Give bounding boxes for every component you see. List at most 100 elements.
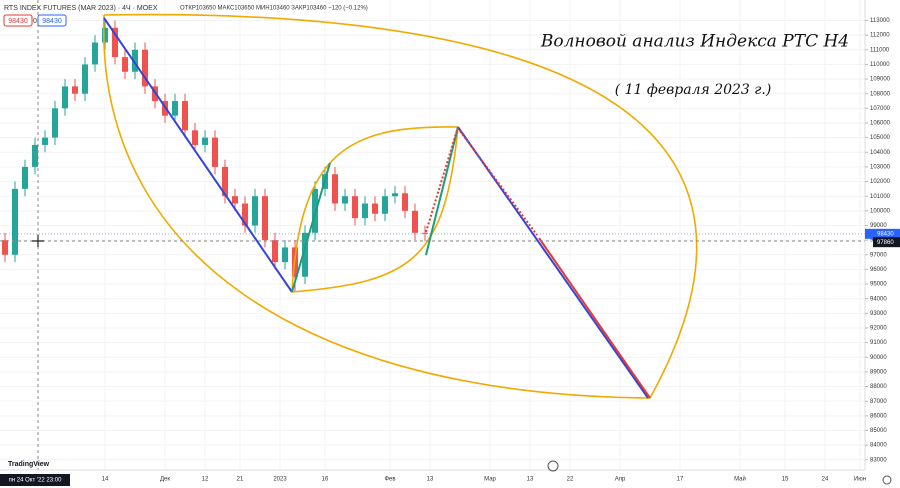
time-axis[interactable] [0,470,865,488]
wave-line [103,17,293,293]
candle-body [2,240,8,255]
y-tick-label: 100000 [870,208,891,214]
wave-line [425,126,459,256]
candle-body [192,130,198,145]
brand: TradingView [8,461,50,468]
candle-body [412,210,418,233]
candle-body [252,196,258,226]
x-tick-label: Апр [615,477,626,483]
y-tick-label: 90000 [870,355,887,361]
candle-body [142,49,148,87]
y-tick-label: 102000 [870,179,891,185]
candle-body [102,27,108,43]
candle-body [282,247,288,263]
x-tick-label: Мар [484,477,496,483]
y-tick-label: 91000 [870,340,887,346]
y-tick-label: 104000 [870,150,891,156]
spread: 0 [33,18,37,25]
x-tick-label: 22 [567,477,574,483]
x-tick-label: Фев [384,477,395,483]
x-tick-label: Июн [854,477,866,483]
last-price-label: 98430 [877,231,894,237]
annotation-date: ( 11 февраля 2023 г.) [615,82,772,98]
settings-button[interactable] [882,475,892,485]
y-tick-label: 85000 [870,428,887,434]
y-tick-label: 96000 [870,267,887,273]
wave-line [457,126,649,399]
y-tick-label: 86000 [870,413,887,419]
x-tick-label: 13 [427,477,434,483]
y-tick-label: 101000 [870,194,891,200]
crosshair-cursor [32,235,44,247]
x-tick-label: Май [734,476,746,483]
candle-body [132,49,138,72]
candle-body [402,193,408,211]
candle-body [332,174,338,204]
candle-body [392,193,398,197]
candle-body [382,196,388,214]
candle-body [22,166,28,189]
candle-body [42,137,48,145]
ask: 98430 [42,18,62,25]
cursor-price-box [873,237,900,248]
y-tick-label: 97000 [870,252,887,258]
x-tick-label: 24 [822,477,829,483]
y-tick-label: 87000 [870,399,887,405]
y-tick-label: 108000 [870,91,891,97]
y-tick-label: 113000 [870,18,890,24]
projection-line [459,130,538,236]
candle-body [72,86,78,94]
candle-body [172,101,178,116]
candle-body [302,232,308,277]
candle-body [122,57,128,72]
wave-line [291,162,331,293]
candle-body [342,196,348,204]
x-tick-label: 13 [527,477,534,483]
outer-arc-top [103,13,698,399]
y-tick-label: 89000 [870,369,887,375]
candle-body [212,137,218,167]
y-tick-label: 107000 [870,106,891,112]
candle-body [32,144,38,167]
annotation-title: Волновой анализ Индекса РТС Н4 [540,32,849,52]
y-tick-label: 88000 [870,384,887,390]
candle-body [82,64,88,94]
ohlc-line: ОТКР103650 МАКС103650 МИН103460 ЗАКР1034… [180,6,368,12]
cursor-price-label: 97860 [877,240,894,246]
candle-body [242,203,248,226]
bid: 98430 [8,18,28,25]
projection-line [538,237,651,399]
x-tick-label: 17 [677,477,684,483]
y-tick-label: 92000 [870,326,887,332]
y-tick-label: 105000 [870,135,891,141]
x-tick-label: 14 [102,477,109,483]
candle-body [12,188,18,255]
x-tick-label: Дек [160,477,170,483]
y-tick-label: 94000 [870,296,887,302]
last-price-box [865,228,900,239]
y-tick-label: 84000 [870,443,887,449]
buy-box[interactable] [37,14,67,27]
candle-body [222,166,228,197]
candle-body [372,203,378,214]
y-tick-label: 93000 [870,311,887,317]
y-tick-label: 106000 [870,121,891,127]
crosshair-time: пн 24 Окт '22 23:00 [9,478,63,484]
y-tick-label: 95000 [870,282,887,288]
candle-body [112,27,118,58]
candle-body [62,86,68,109]
outer-arc-bottom [103,14,651,399]
candle-body [272,240,278,263]
scroll-button[interactable] [547,460,559,472]
y-tick-label: 103000 [870,164,891,170]
candle-body [182,101,188,131]
y-tick-label: 112000 [870,33,890,39]
candle-body [52,108,58,138]
candle-body [362,203,368,219]
candle-body [202,137,208,145]
x-tick-label: 15 [782,477,789,483]
y-tick-label: 83000 [870,457,887,463]
x-tick-label: 21 [237,477,244,483]
sell-box[interactable] [3,14,33,27]
